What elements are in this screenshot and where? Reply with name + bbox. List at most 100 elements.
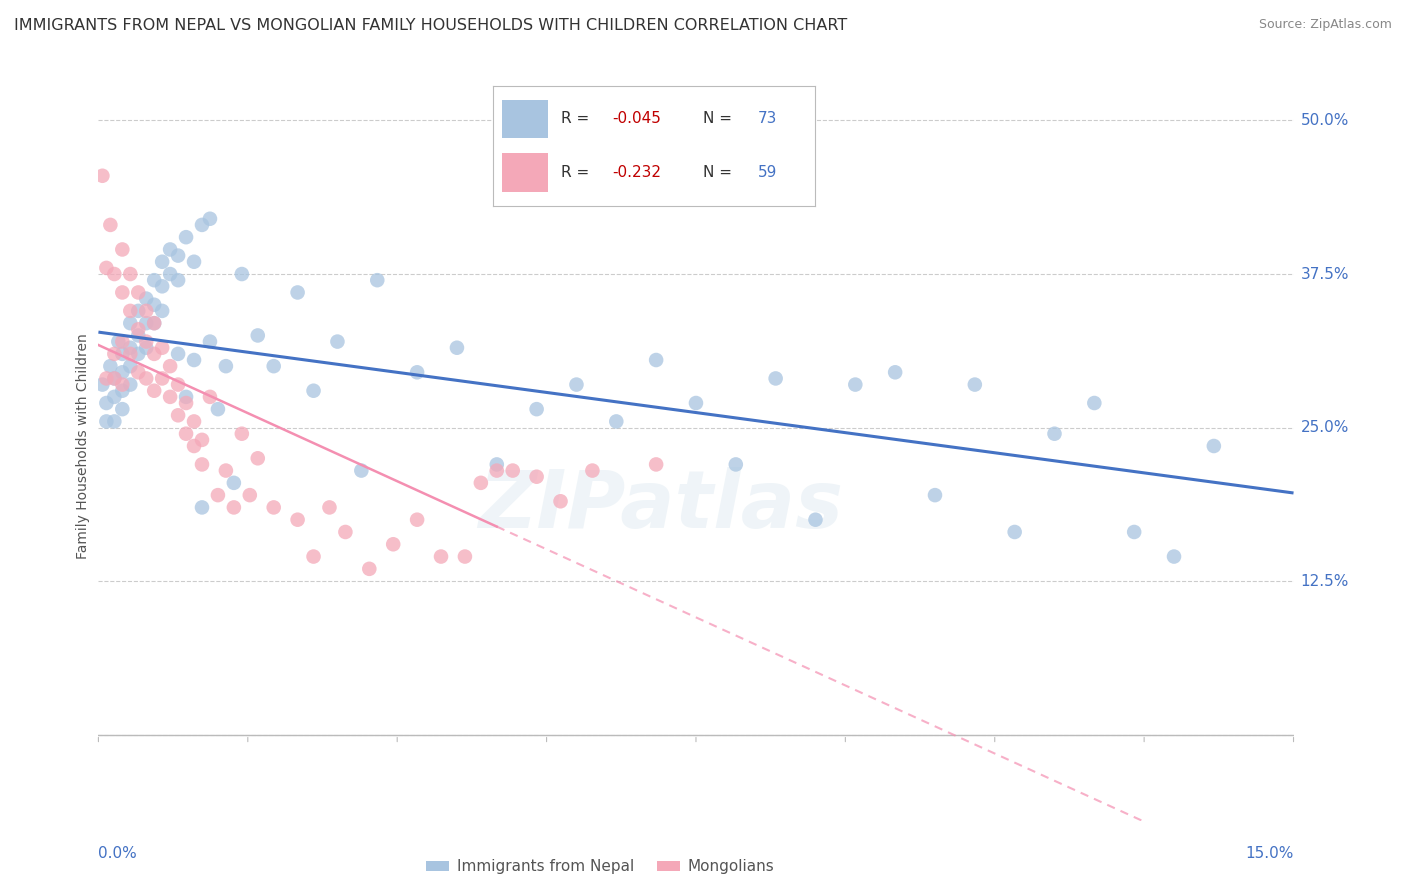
Point xyxy=(98,359,122,373)
Point xyxy=(159,243,181,257)
Point xyxy=(550,494,572,508)
Point xyxy=(318,500,340,515)
Point xyxy=(150,304,173,318)
Point xyxy=(174,396,197,410)
Point xyxy=(103,371,125,385)
Point xyxy=(1163,549,1185,564)
Point xyxy=(1004,524,1026,539)
Point xyxy=(143,384,166,398)
Point xyxy=(231,267,253,281)
Point xyxy=(174,230,197,244)
Text: 0.0%: 0.0% xyxy=(98,846,138,861)
Point xyxy=(150,279,173,293)
Point xyxy=(287,285,309,300)
Point xyxy=(526,402,548,417)
Point xyxy=(724,458,747,472)
Point xyxy=(103,414,125,428)
Point xyxy=(111,377,134,392)
Point xyxy=(231,426,253,441)
Point xyxy=(804,513,827,527)
Point xyxy=(1043,426,1066,441)
Point xyxy=(120,341,142,355)
Point xyxy=(127,347,149,361)
Text: 12.5%: 12.5% xyxy=(1301,574,1348,589)
Point xyxy=(159,390,181,404)
Point xyxy=(111,402,134,417)
Point xyxy=(103,347,125,361)
Legend: Immigrants from Nepal, Mongolians: Immigrants from Nepal, Mongolians xyxy=(420,854,780,880)
Point xyxy=(382,537,405,551)
Point xyxy=(246,328,269,343)
Point xyxy=(924,488,946,502)
Point xyxy=(215,359,238,373)
Point xyxy=(96,260,118,275)
Point xyxy=(174,390,197,404)
Point xyxy=(765,371,787,385)
Point xyxy=(111,285,134,300)
Point xyxy=(143,273,166,287)
Point xyxy=(135,304,157,318)
Point xyxy=(111,365,134,379)
Point xyxy=(111,347,134,361)
Point xyxy=(263,500,285,515)
Point xyxy=(143,316,166,330)
Point xyxy=(191,433,214,447)
Point xyxy=(111,334,134,349)
Point xyxy=(685,396,707,410)
Point xyxy=(359,562,381,576)
Point xyxy=(1202,439,1225,453)
Point xyxy=(120,359,142,373)
Point xyxy=(844,377,866,392)
Point xyxy=(263,359,285,373)
Point xyxy=(98,218,122,232)
Point xyxy=(96,371,118,385)
Point xyxy=(127,322,149,336)
Point xyxy=(565,377,588,392)
Point xyxy=(198,334,221,349)
Point xyxy=(239,488,262,502)
Point xyxy=(111,384,134,398)
Text: 15.0%: 15.0% xyxy=(1246,846,1294,861)
Point xyxy=(246,451,269,466)
Point xyxy=(502,464,524,478)
Point xyxy=(96,414,118,428)
Point xyxy=(215,464,238,478)
Point xyxy=(135,292,157,306)
Point xyxy=(127,365,149,379)
Point xyxy=(406,365,429,379)
Point xyxy=(526,469,548,483)
Point xyxy=(222,475,245,490)
Point xyxy=(198,211,221,226)
Point xyxy=(222,500,245,515)
Text: Source: ZipAtlas.com: Source: ZipAtlas.com xyxy=(1258,18,1392,31)
Point xyxy=(191,218,214,232)
Point xyxy=(1123,524,1146,539)
Point xyxy=(287,513,309,527)
Point xyxy=(91,169,114,183)
Point xyxy=(120,316,142,330)
Point xyxy=(143,347,166,361)
Point xyxy=(645,458,668,472)
Point xyxy=(485,458,508,472)
Point xyxy=(167,347,190,361)
Point xyxy=(183,353,205,368)
Point xyxy=(127,328,149,343)
Point xyxy=(485,464,508,478)
Point xyxy=(302,384,325,398)
Text: 50.0%: 50.0% xyxy=(1301,113,1348,128)
Point xyxy=(174,426,197,441)
Point xyxy=(183,254,205,268)
Point xyxy=(103,371,125,385)
Point xyxy=(183,414,205,428)
Point xyxy=(302,549,325,564)
Point xyxy=(135,334,157,349)
Point xyxy=(207,488,229,502)
Point xyxy=(605,414,627,428)
Point xyxy=(207,402,229,417)
Point xyxy=(335,524,357,539)
Point xyxy=(135,316,157,330)
Point xyxy=(191,458,214,472)
Point xyxy=(645,353,668,368)
Point xyxy=(326,334,349,349)
Point xyxy=(884,365,907,379)
